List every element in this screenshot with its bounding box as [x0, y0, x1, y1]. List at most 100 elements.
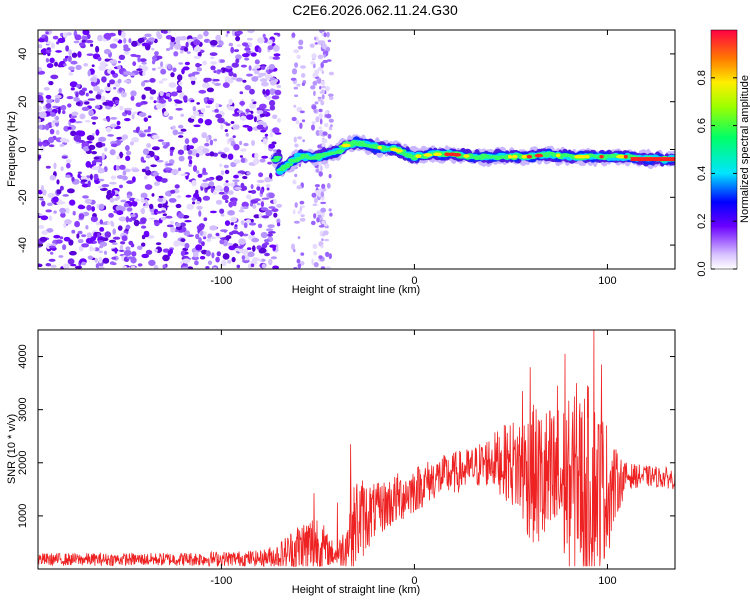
- spectrogram-noise-blob: [131, 200, 138, 207]
- spectrogram-ridge-cell: [270, 158, 280, 162]
- spectrogram-peak-cell: [599, 154, 604, 159]
- spectrogram-noise-blob: [143, 80, 150, 83]
- spectrogram-noise-blob: [132, 111, 138, 115]
- spectrogram-noise-blob: [321, 220, 326, 225]
- spectrogram-noise-blob: [173, 99, 180, 102]
- spectrogram-noise-blob: [167, 250, 172, 257]
- spectrogram-noise-blob: [195, 62, 201, 68]
- spectrogram-noise-blob: [139, 102, 144, 106]
- spectrogram-noise-blob: [75, 64, 82, 71]
- spectrogram-noise-blob: [81, 39, 87, 43]
- spectrogram-noise-blob: [59, 236, 64, 240]
- spectrogram-noise-blob: [311, 53, 317, 59]
- snr-xtick-label: 100: [598, 575, 616, 587]
- spectrogram-noise-blob: [50, 251, 54, 255]
- spectrogram-noise-blob: [88, 109, 94, 117]
- spectrogram-noise-blob: [59, 185, 64, 191]
- spectrogram-noise-blob: [126, 207, 133, 212]
- spectrogram-noise-blob: [313, 197, 318, 204]
- spectrogram-noise-blob: [240, 112, 246, 116]
- spectrogram-noise-blob: [219, 208, 225, 214]
- spectrogram-noise-blob: [198, 223, 205, 229]
- spectrogram-noise-blob: [179, 36, 188, 41]
- spectrogram-noise-blob: [141, 253, 149, 259]
- spectrogram-noise-blob: [258, 47, 262, 53]
- spectrogram-noise-blob: [231, 62, 239, 68]
- spectrogram-noise-blob: [207, 100, 213, 105]
- spectrogram-noise-blob: [74, 220, 80, 228]
- spectrogram-noise-blob: [131, 40, 138, 47]
- spectrogram-noise-blob: [252, 204, 257, 209]
- spectrogram-noise-blob: [312, 80, 318, 86]
- spectrogram-noise-blob: [124, 118, 131, 122]
- spectrogram-noise-blob: [86, 204, 92, 211]
- spectrogram-noise-blob: [228, 190, 234, 195]
- spectrogram-noise-blob: [84, 101, 90, 105]
- spectrogram-noise-blob: [311, 124, 315, 131]
- spectrogram-noise-blob: [88, 90, 93, 94]
- spectrogram-ytick-label: 20: [17, 96, 29, 108]
- spectrogram-noise-blob: [138, 112, 147, 117]
- spectrogram-noise-blob: [131, 113, 135, 120]
- spectrogram-noise-blob: [180, 173, 188, 177]
- spectrogram-noise-blob: [140, 156, 145, 163]
- spectrogram-noise-blob: [263, 239, 270, 243]
- spectrogram-noise-blob: [228, 98, 233, 106]
- spectrogram-noise-blob: [232, 199, 237, 207]
- spectrogram-noise-blob: [48, 258, 56, 262]
- spectrogram-noise-blob: [112, 38, 119, 42]
- spectrogram-noise-blob: [293, 248, 296, 253]
- spectrogram-noise-blob: [268, 192, 275, 199]
- spectrogram-noise-blob: [260, 113, 266, 118]
- spectrogram-noise-blob: [71, 111, 79, 116]
- spectrogram-noise-blob: [235, 36, 241, 42]
- spectrogram-noise-blob: [141, 81, 146, 87]
- spectrogram-noise-blob: [69, 118, 76, 123]
- spectrogram-noise-blob: [118, 216, 127, 222]
- spectrogram-noise-blob: [174, 43, 182, 50]
- spectrogram-peak-cell: [534, 153, 544, 158]
- spectrogram-noise-blob: [147, 115, 152, 118]
- spectrogram-noise-blob: [196, 170, 200, 174]
- spectrogram-noise-blob: [169, 40, 176, 47]
- spectrogram-noise-blob: [225, 123, 231, 126]
- spectrogram-noise-blob: [297, 263, 302, 269]
- spectrogram-ytick-label: -20: [17, 189, 29, 205]
- spectrogram-noise-blob: [268, 231, 276, 234]
- spectrogram-noise-blob: [157, 139, 164, 142]
- spectrogram-noise-blob: [313, 251, 317, 256]
- spectrogram-noise-blob: [241, 42, 249, 47]
- spectrogram-noise-blob: [230, 222, 234, 226]
- spectrogram-noise-blob: [144, 86, 152, 91]
- spectrogram-noise-blob: [200, 107, 206, 113]
- spectrogram-noise-blob: [294, 94, 299, 97]
- spectrogram-xtick-label: 100: [598, 275, 616, 287]
- spectrogram-noise-blob: [109, 43, 118, 49]
- spectrogram-noise-blob: [145, 169, 152, 176]
- spectrogram-noise-blob: [263, 138, 268, 145]
- spectrogram-noise-blob: [327, 93, 334, 97]
- spectrogram-noise-blob: [210, 56, 215, 60]
- spectrogram-noise-blob: [129, 141, 134, 146]
- spectrogram-noise-blob: [269, 99, 276, 107]
- spectrogram-ridge-cell: [312, 156, 322, 160]
- spectrogram-noise-blob: [328, 118, 334, 123]
- spectrogram-noise-blob: [166, 47, 170, 52]
- spectrogram-noise-blob: [294, 62, 299, 68]
- spectrogram-noise-blob: [52, 105, 59, 109]
- spectrogram-noise-blob: [171, 168, 179, 175]
- spectrogram-noise-blob: [123, 249, 132, 256]
- spectrogram-noise-blob: [68, 66, 75, 71]
- spectrogram-noise-blob: [167, 30, 172, 34]
- spectrogram-noise-blob: [130, 256, 137, 264]
- spectrogram-noise-blob: [245, 219, 251, 224]
- spectrogram-noise-blob: [170, 36, 176, 43]
- snr-ylabel: SNR (10 * v/v): [6, 414, 18, 484]
- spectrogram-noise-blob: [301, 82, 305, 86]
- spectrogram-noise-blob: [55, 50, 62, 53]
- spectrogram-noise-blob: [247, 251, 255, 258]
- spectrogram-noise-blob: [103, 166, 108, 173]
- spectrogram-noise-blob: [260, 201, 265, 208]
- spectrogram-noise-blob: [125, 224, 131, 230]
- spectrogram-noise-blob: [316, 217, 320, 223]
